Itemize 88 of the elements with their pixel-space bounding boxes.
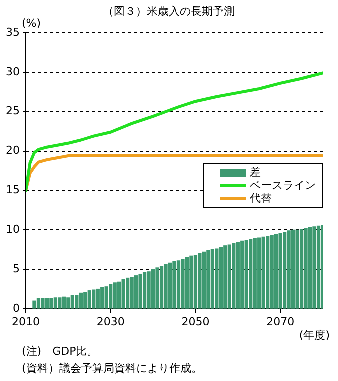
- bar: [32, 300, 36, 309]
- bar: [138, 274, 142, 309]
- bar: [104, 286, 108, 309]
- bar: [130, 277, 134, 309]
- bar: [58, 298, 62, 309]
- bar: [190, 256, 194, 309]
- bar: [316, 226, 321, 309]
- bar: [206, 250, 210, 309]
- bar: [262, 236, 266, 309]
- bar: [79, 292, 83, 309]
- bar: [113, 282, 117, 309]
- x-tick-label: 2070: [266, 315, 295, 328]
- bar: [249, 239, 253, 309]
- bar: [118, 282, 122, 309]
- bar: [70, 295, 74, 309]
- bar: [274, 234, 278, 309]
- bar: [50, 298, 54, 309]
- bar: [210, 250, 215, 309]
- x-axis-title: (年度): [299, 328, 330, 343]
- y-tick-label: 0: [13, 302, 20, 315]
- y-tick-label: 25: [6, 104, 20, 118]
- x-tick-label: 2030: [96, 315, 125, 328]
- y-tick-label: 10: [6, 223, 20, 236]
- bar: [194, 255, 198, 309]
- bar: [224, 246, 228, 309]
- bar: [198, 253, 202, 309]
- bar: [300, 229, 304, 309]
- bar: [160, 266, 164, 309]
- bar: [151, 269, 156, 309]
- bar: [126, 278, 130, 309]
- bar: [156, 268, 160, 309]
- legend-label: 差: [250, 165, 261, 180]
- bar: [100, 287, 104, 309]
- text: (資料）議会予算局資料により作成。: [22, 361, 202, 376]
- bar: [240, 240, 244, 309]
- bar: [308, 227, 312, 309]
- bar: [185, 257, 190, 309]
- y-tick-label: 5: [13, 262, 20, 276]
- bar: [291, 230, 296, 309]
- bar: [244, 240, 248, 309]
- bar: [181, 258, 185, 309]
- x-tick-label: 2010: [12, 315, 40, 328]
- bar: [122, 279, 126, 309]
- legend-label: 代替: [250, 191, 272, 206]
- bar: [109, 284, 113, 309]
- bar: [142, 272, 147, 309]
- bar: [147, 272, 151, 309]
- bar: [312, 226, 316, 309]
- bar: [176, 260, 181, 309]
- bar: [215, 248, 219, 309]
- bar: [228, 244, 232, 309]
- bar: [75, 295, 79, 309]
- bar: [96, 288, 100, 309]
- x-tick-label: 2050: [182, 315, 210, 328]
- bar: [54, 298, 58, 309]
- bar: [219, 247, 223, 309]
- bar: [296, 230, 300, 309]
- bar: [282, 232, 287, 309]
- bar: [92, 290, 96, 309]
- bar: [236, 242, 240, 309]
- bar: [278, 232, 282, 309]
- bar: [258, 238, 262, 309]
- bar: [62, 296, 66, 309]
- y-tick-label: 15: [6, 184, 20, 197]
- bar: [266, 236, 270, 309]
- bar: [304, 228, 308, 309]
- bar: [202, 252, 206, 309]
- bar: [253, 238, 257, 309]
- text: (注) GDP比。: [22, 344, 98, 359]
- y-tick-label: 30: [6, 65, 20, 78]
- legend-label: ベースライン: [250, 178, 316, 193]
- bar: [66, 298, 70, 309]
- bar: [84, 292, 88, 309]
- bar: [45, 298, 50, 309]
- y-axis-title: (%): [22, 17, 42, 30]
- bar: [41, 298, 45, 309]
- bar: [287, 230, 291, 309]
- bar: [88, 290, 92, 309]
- bar: [164, 264, 168, 309]
- bar: [270, 235, 274, 309]
- y-tick-label: 35: [6, 26, 20, 39]
- bar: [172, 261, 176, 309]
- bar: [134, 276, 138, 309]
- bar: [36, 298, 41, 309]
- bar: [168, 262, 172, 309]
- chart-title: （図３）米歳入の長期予測: [103, 5, 235, 18]
- y-tick-label: 20: [6, 144, 20, 158]
- bar: [232, 243, 236, 309]
